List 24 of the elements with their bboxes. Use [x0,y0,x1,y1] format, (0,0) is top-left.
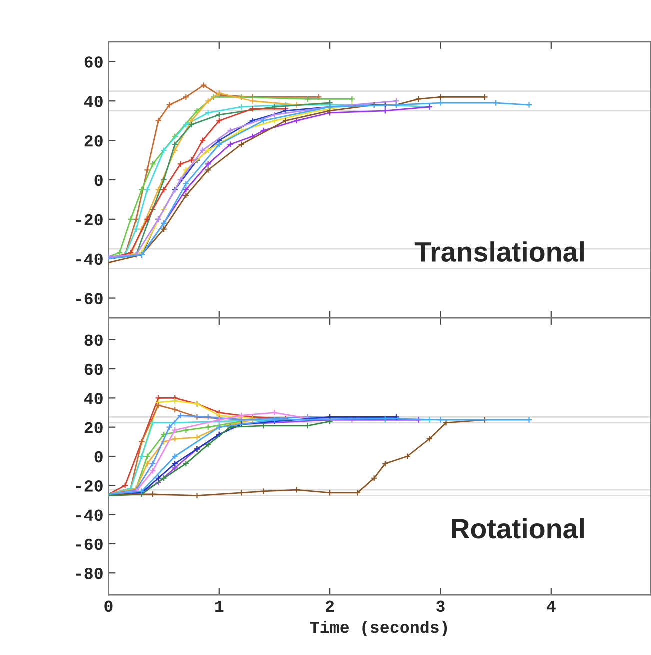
x-tick-label: 4 [546,600,556,612]
y-tick-label: -20 [76,480,103,492]
annotation: Rotational [452,518,584,539]
y-tick-label: 60 [84,56,103,68]
y-tick-label: 60 [84,364,103,376]
y-tick-label: 0 [94,174,103,186]
y-tick-label: -40 [76,510,103,522]
y-tick-label: -20 [76,214,103,226]
y-tick-label: 80 [84,334,103,346]
x-axis-title: Time (seconds) [310,620,448,636]
y-tick-label: 40 [84,393,103,404]
y-tick-label: -80 [76,568,103,580]
x-tick-label: 0 [104,600,113,612]
y-tick-label: 40 [84,96,103,108]
x-tick-label: 2 [326,600,334,612]
x-tick-label: 1 [216,600,224,612]
y-tick-label: -60 [76,538,103,550]
annotation: Translational [414,242,584,262]
y-tick-label: 0 [94,451,103,463]
y-tick-label: 20 [84,422,103,434]
y-tick-label: -40 [76,254,103,266]
y-tick-label: 20 [84,135,103,147]
y-tick-label: -60 [76,293,103,304]
x-tick-label: 3 [436,600,445,612]
